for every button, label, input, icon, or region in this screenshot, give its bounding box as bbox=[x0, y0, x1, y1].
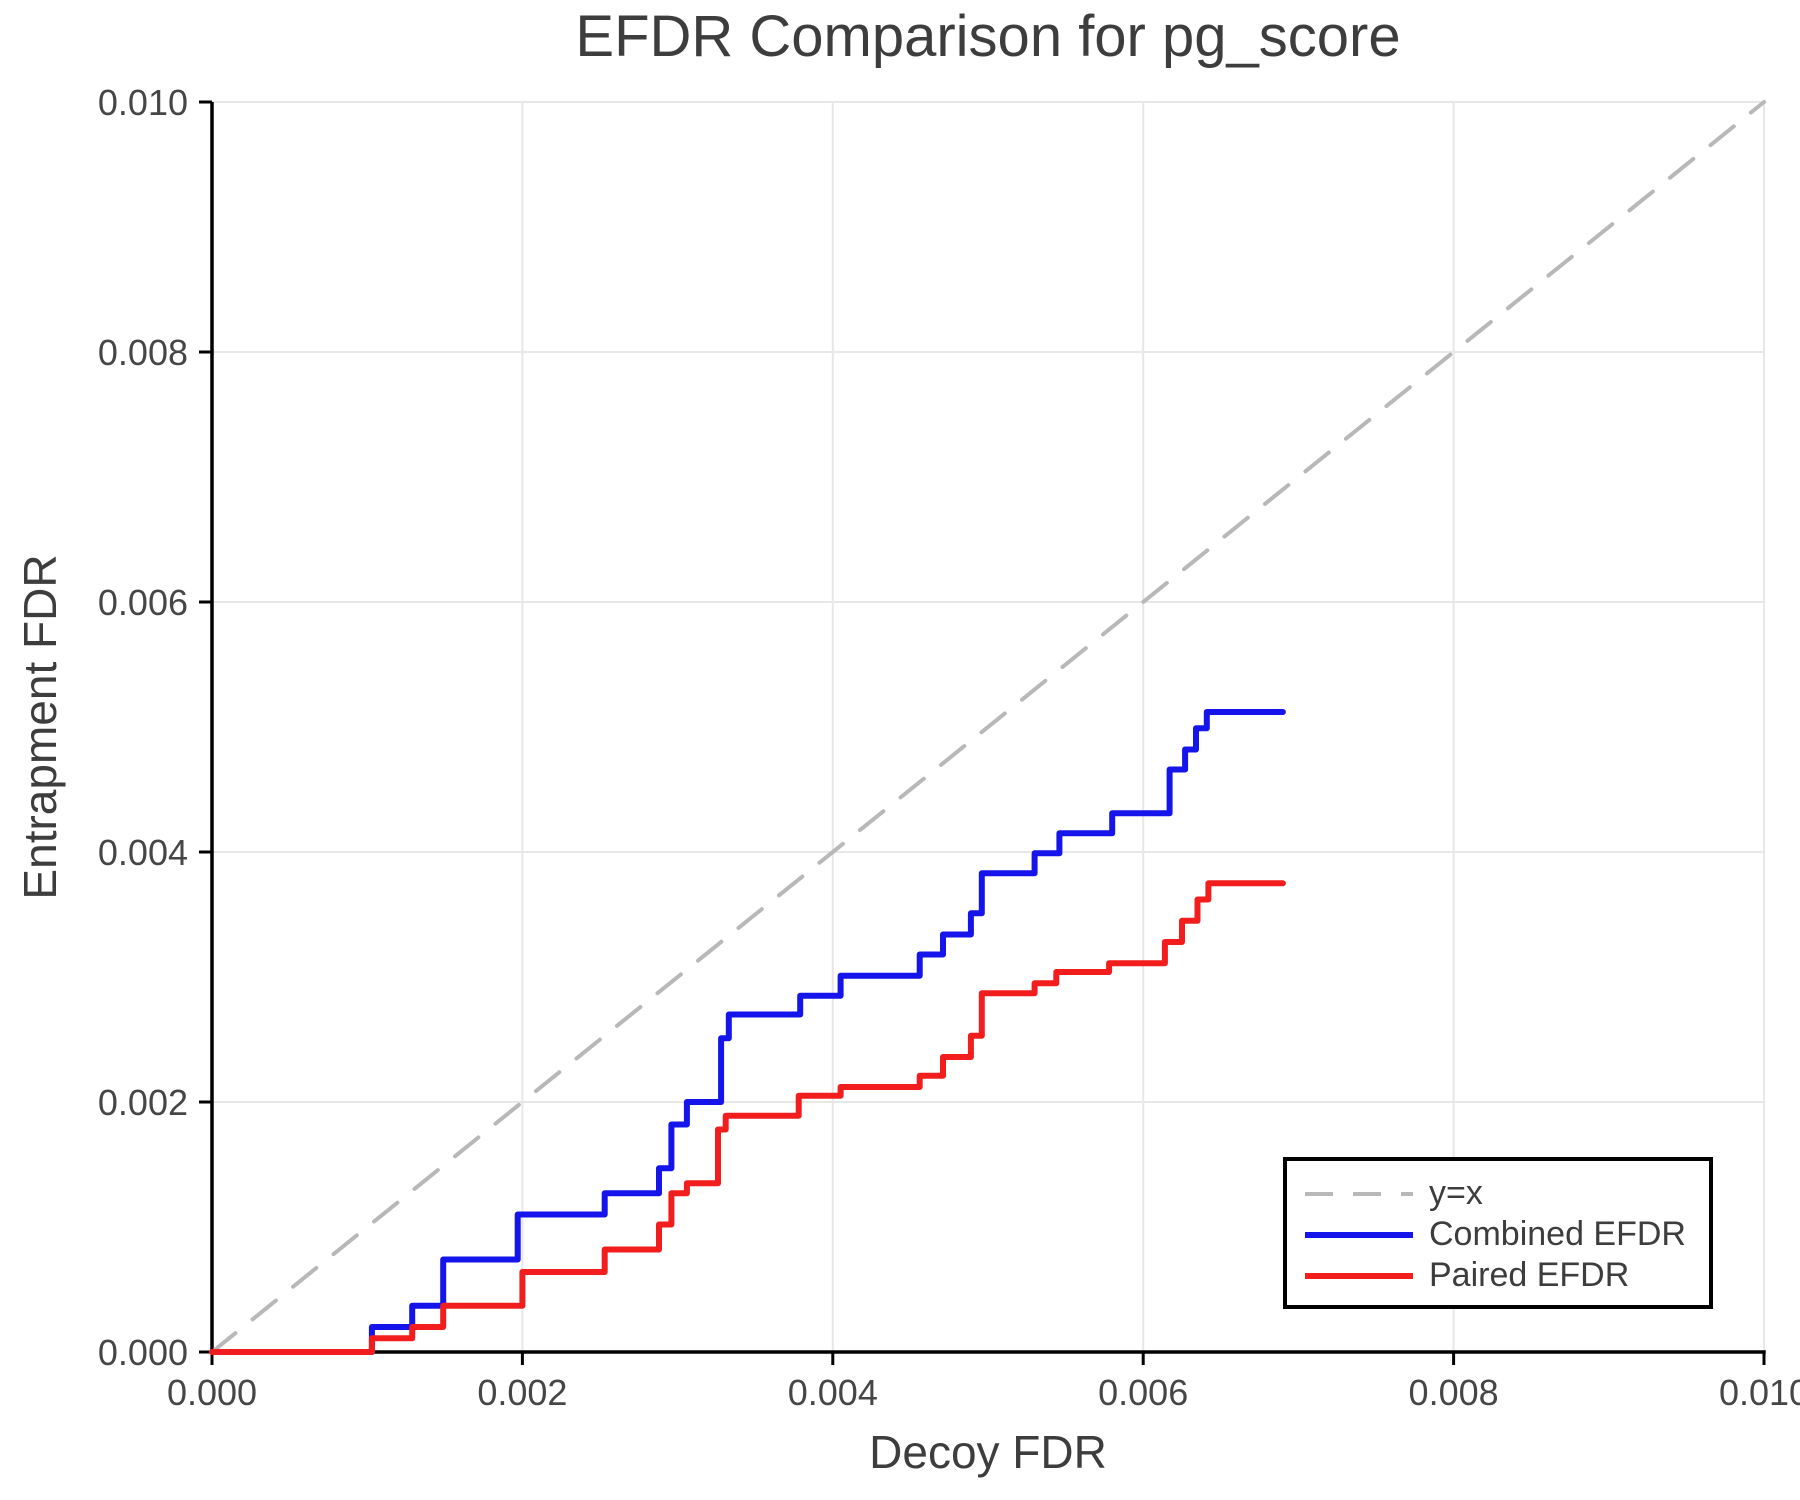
legend-label-combined-efdr: Combined EFDR bbox=[1429, 1215, 1686, 1253]
legend-sample-yx-dashed-line bbox=[1305, 1191, 1413, 1196]
x-tick-label: 0.004 bbox=[788, 1372, 878, 1413]
y-tick-label: 0.008 bbox=[98, 332, 188, 373]
x-tick-label: 0.002 bbox=[477, 1372, 567, 1413]
y-tick-label: 0.010 bbox=[98, 82, 188, 123]
y-tick-label: 0.006 bbox=[98, 582, 188, 623]
y-tick-label: 0.002 bbox=[98, 1082, 188, 1123]
legend-label-paired-efdr: Paired EFDR bbox=[1429, 1256, 1630, 1294]
chart-title: EFDR Comparison for pg_score bbox=[575, 4, 1401, 69]
y-axis-label: Entrapment FDR bbox=[14, 554, 66, 900]
y-tick-label: 0.000 bbox=[98, 1332, 188, 1373]
x-tick-label: 0.008 bbox=[1409, 1372, 1499, 1413]
legend-row-combined-efdr: Combined EFDR bbox=[1305, 1214, 1709, 1255]
legend-row-yx: y=x bbox=[1305, 1173, 1709, 1214]
x-axis-label: Decoy FDR bbox=[869, 1426, 1107, 1478]
legend-sample-paired-efdr-line bbox=[1305, 1272, 1413, 1279]
y-tick-label: 0.004 bbox=[98, 832, 188, 873]
x-tick-label: 0.010 bbox=[1719, 1372, 1800, 1413]
series-line-paired-efdr bbox=[209, 880, 1286, 1355]
series-line-combined-efdr bbox=[209, 709, 1286, 1355]
legend-sample-combined-efdr-line bbox=[1305, 1231, 1413, 1238]
series-line-y-x bbox=[210, 100, 1766, 1354]
legend-row-paired-efdr: Paired EFDR bbox=[1305, 1255, 1709, 1296]
legend: y=x Combined EFDR Paired EFDR bbox=[1283, 1157, 1713, 1309]
x-tick-label: 0.000 bbox=[167, 1372, 257, 1413]
x-tick-label: 0.006 bbox=[1098, 1372, 1188, 1413]
legend-label-yx: y=x bbox=[1429, 1174, 1483, 1212]
